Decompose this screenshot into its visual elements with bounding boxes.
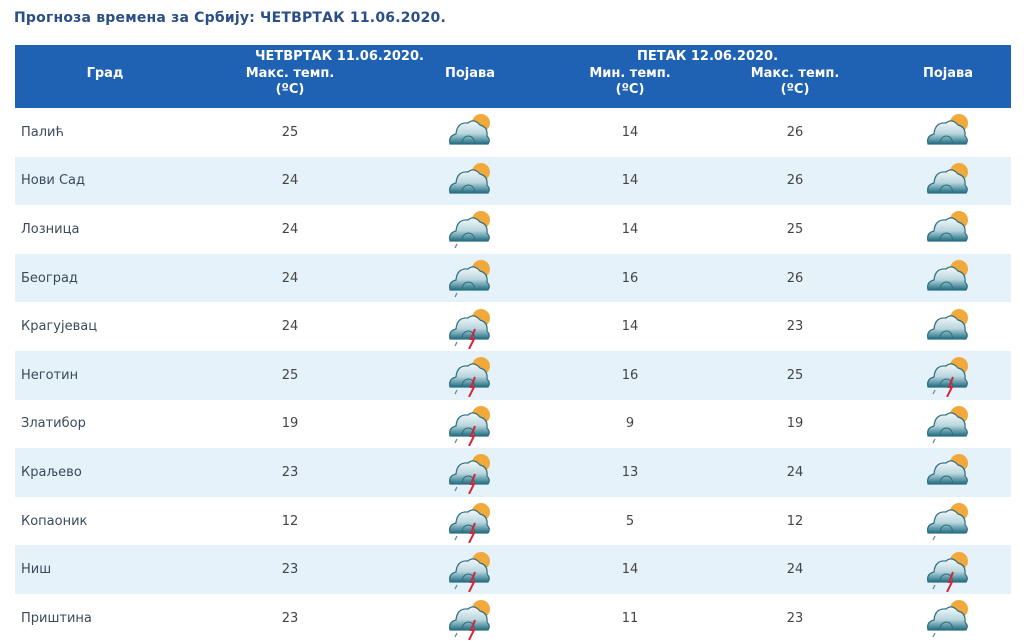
day1-max-temp: 23 [195,448,385,497]
partly-cloudy-icon [885,108,1012,157]
showers-icon [885,496,1012,546]
thunderstorm-icon [385,496,556,546]
day2-min-temp: 14 [555,205,706,254]
thunderstorm-icon [385,448,556,497]
day1-max-temp: 25 [195,350,385,400]
partly-cloudy-icon [885,205,1012,254]
day2-max-temp: 26 [705,253,886,303]
table-row: Ниш 23 14 24 [15,545,1012,594]
city-name: Лозница [15,205,195,254]
thunderstorm-icon [385,545,556,594]
showers-icon [385,253,556,303]
day2-min-temp: 16 [555,350,706,400]
day2-min-temp: 14 [555,156,706,206]
day2-min-temp: 9 [555,399,706,449]
day1-max-temp: 24 [195,205,385,254]
day1-max-temp: 19 [195,399,385,449]
day2-max-temp: 19 [705,399,886,449]
day2-header: ПЕТАК 12.06.2020. [555,45,1012,66]
table-row: Нови Сад 24 14 26 [15,156,1012,206]
day2-max-temp: 12 [705,496,886,546]
day2-min-temp: 14 [555,108,706,157]
showers-icon [885,399,1012,449]
forecast-table: ЧЕТВРТАК 11.06.2020. ПЕТАК 12.06.2020. Г… [15,45,1012,643]
table-row: Београд 24 16 26 [15,253,1012,303]
day2-max-temp: 26 [705,156,886,206]
day1-max-temp: 25 [195,108,385,157]
thunderstorm-icon [385,593,556,643]
day2-max-temp: 24 [705,545,886,594]
thunderstorm-icon [885,350,1012,400]
table-row: Приштина 23 11 23 [15,593,1012,643]
city-name: Златибор [15,399,195,449]
day2-max-temp: 23 [705,593,886,643]
city-name: Приштина [15,593,195,643]
thunderstorm-icon [385,399,556,449]
day2-phenomenon-header: Појава [885,66,1012,108]
city-name: Нови Сад [15,156,195,206]
day1-max-temp: 24 [195,156,385,206]
showers-icon [385,205,556,254]
day2-max-temp: 26 [705,108,886,157]
city-name: Неготин [15,350,195,400]
showers-icon [885,593,1012,643]
day2-max-temp: 24 [705,448,886,497]
partly-cloudy-icon [385,108,556,157]
day2-min-temp: 13 [555,448,706,497]
thunderstorm-icon [385,350,556,400]
day1-header: ЧЕТВРТАК 11.06.2020. [195,45,556,66]
table-row: Златибор 19 9 19 [15,399,1012,449]
city-name: Ниш [15,545,195,594]
day2-max-temp: 23 [705,302,886,351]
day1-max-temp: 24 [195,302,385,351]
partly-cloudy-icon [885,302,1012,351]
day2-max-temp: 25 [705,350,886,400]
city-column-header: Град [15,66,195,108]
city-name: Београд [15,253,195,303]
table-row: Копаоник 12 5 12 [15,496,1012,546]
table-row: Палић 25 14 26 [15,108,1012,157]
day2-min-temp: 11 [555,593,706,643]
city-name: Палић [15,108,195,157]
city-name: Крагујевац [15,302,195,351]
city-name: Краљево [15,448,195,497]
partly-cloudy-icon [885,448,1012,497]
partly-cloudy-icon [885,156,1012,206]
table-row: Краљево 23 13 24 [15,448,1012,497]
partly-cloudy-icon [385,156,556,206]
page-title: Прогноза времена за Србију: ЧЕТВРТАК 11.… [14,10,447,26]
day2-min-temp: 5 [555,496,706,546]
table-row: Крагујевац 24 14 23 [15,302,1012,351]
day2-max-temp: 25 [705,205,886,254]
day2-min-temp: 14 [555,302,706,351]
table-row: Лозница 24 14 25 [15,205,1012,254]
day2-max-temp-header: Макс. темп. (ºC) [705,66,886,108]
day1-max-temp: 23 [195,593,385,643]
day1-phenomenon-header: Појава [385,66,556,108]
day1-max-temp: 24 [195,253,385,303]
day1-max-temp: 12 [195,496,385,546]
day1-max-temp-header: Макс. темп. (ºC) [195,66,385,108]
thunderstorm-icon [885,545,1012,594]
day2-min-temp: 14 [555,545,706,594]
city-name: Копаоник [15,496,195,546]
partly-cloudy-icon [885,253,1012,303]
table-row: Неготин 25 16 25 [15,350,1012,400]
day1-max-temp: 23 [195,545,385,594]
day2-min-temp: 16 [555,253,706,303]
day2-min-temp-header: Мин. темп. (ºC) [555,66,706,108]
thunderstorm-icon [385,302,556,351]
